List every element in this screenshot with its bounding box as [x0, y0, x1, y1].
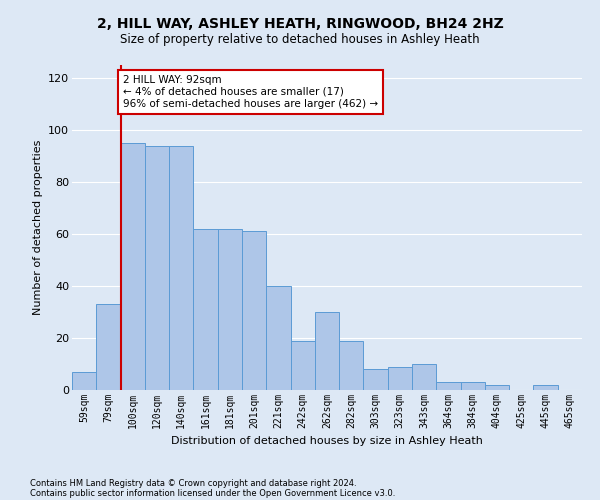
Bar [72, 372, 96, 390]
Bar [339, 340, 364, 390]
Bar [169, 146, 193, 390]
Bar [461, 382, 485, 390]
Bar [96, 304, 121, 390]
Text: Contains HM Land Registry data © Crown copyright and database right 2024.: Contains HM Land Registry data © Crown c… [30, 478, 356, 488]
Bar [315, 312, 339, 390]
Text: 2, HILL WAY, ASHLEY HEATH, RINGWOOD, BH24 2HZ: 2, HILL WAY, ASHLEY HEATH, RINGWOOD, BH2… [97, 18, 503, 32]
Bar [412, 364, 436, 390]
Bar [193, 229, 218, 390]
Bar [485, 385, 509, 390]
Bar [533, 385, 558, 390]
Text: Size of property relative to detached houses in Ashley Heath: Size of property relative to detached ho… [120, 32, 480, 46]
Text: 2 HILL WAY: 92sqm
← 4% of detached houses are smaller (17)
96% of semi-detached : 2 HILL WAY: 92sqm ← 4% of detached house… [123, 76, 378, 108]
X-axis label: Distribution of detached houses by size in Ashley Heath: Distribution of detached houses by size … [171, 436, 483, 446]
Bar [436, 382, 461, 390]
Bar [388, 366, 412, 390]
Bar [364, 369, 388, 390]
Bar [290, 340, 315, 390]
Bar [145, 146, 169, 390]
Y-axis label: Number of detached properties: Number of detached properties [32, 140, 43, 315]
Text: Contains public sector information licensed under the Open Government Licence v3: Contains public sector information licen… [30, 488, 395, 498]
Bar [242, 232, 266, 390]
Bar [121, 143, 145, 390]
Bar [266, 286, 290, 390]
Bar [218, 229, 242, 390]
